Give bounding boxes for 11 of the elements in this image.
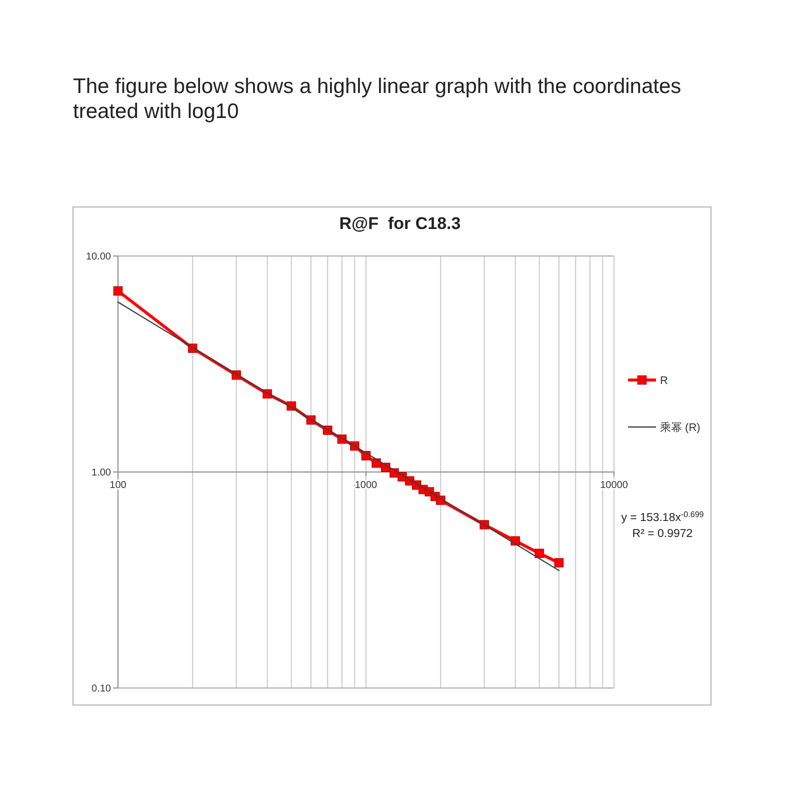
text: The figure below shows a highly linear graph with the coordinates treated with log10 bbox=[73, 75, 682, 123]
legend-label: R bbox=[660, 374, 668, 387]
y-tick-label: 0.10 bbox=[92, 684, 112, 694]
text: R² = 0.9972 bbox=[632, 528, 693, 540]
x-tick-label: 10000 bbox=[600, 480, 628, 491]
y-tick-label: 1.00 bbox=[92, 468, 112, 478]
chart-title: R@F for C18.3 bbox=[339, 214, 461, 233]
y-tick-label: 10.00 bbox=[86, 252, 112, 262]
legend-label: 乘幂 (R) bbox=[660, 420, 700, 434]
text: y = 153.18x$^{-0.699}$ bbox=[621, 510, 704, 524]
x-tick-label: 1000 bbox=[354, 480, 378, 491]
